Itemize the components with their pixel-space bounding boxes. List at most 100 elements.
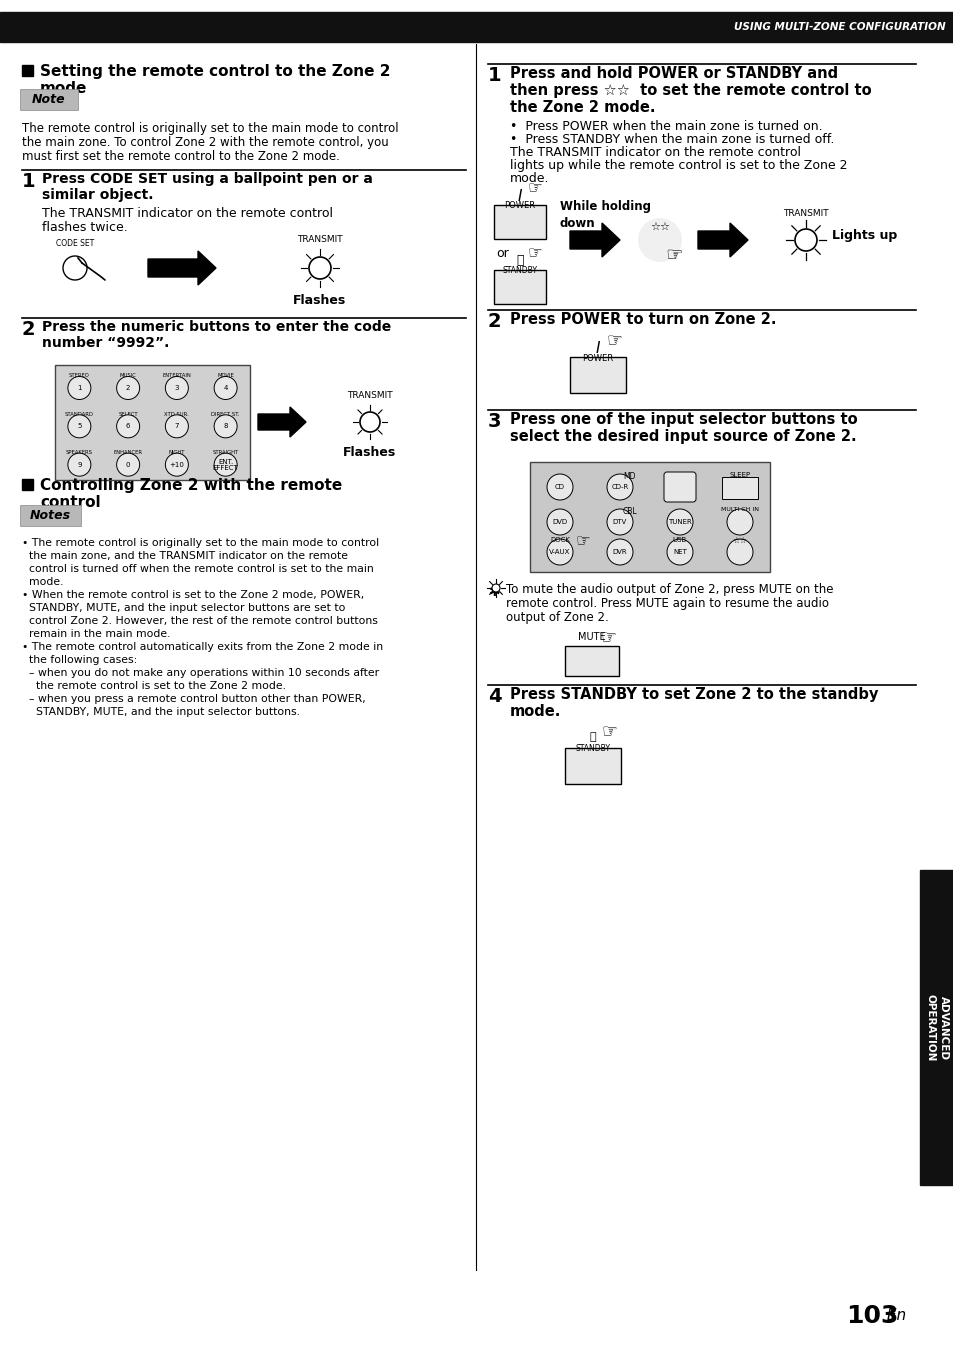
Circle shape: [546, 474, 573, 500]
Text: ✱: ✱: [488, 585, 499, 599]
Text: • The remote control is originally set to the main mode to control: • The remote control is originally set t…: [22, 538, 378, 549]
Circle shape: [666, 539, 692, 565]
Text: Press CODE SET using a ballpoint pen or a: Press CODE SET using a ballpoint pen or …: [42, 173, 373, 186]
Text: ☆☆: ☆☆: [732, 537, 747, 546]
Text: ✱: ✱: [488, 585, 497, 590]
Text: Press the numeric buttons to enter the code: Press the numeric buttons to enter the c…: [42, 319, 391, 334]
FancyBboxPatch shape: [663, 472, 696, 501]
Text: The TRANSMIT indicator on the remote control: The TRANSMIT indicator on the remote con…: [42, 208, 333, 220]
Text: Notes: Notes: [30, 510, 71, 522]
Text: While holding
down: While holding down: [559, 200, 650, 231]
Text: STRAIGHT: STRAIGHT: [213, 450, 238, 454]
Text: •  Press POWER when the main zone is turned on.: • Press POWER when the main zone is turn…: [510, 120, 821, 133]
Text: ☞: ☞: [576, 532, 590, 550]
Text: MOVIE: MOVIE: [217, 373, 233, 379]
Text: STANDBY: STANDBY: [575, 744, 610, 754]
Text: DIRECT ST.: DIRECT ST.: [212, 411, 239, 417]
Text: ☞: ☞: [605, 332, 621, 349]
Text: ☆☆: ☆☆: [649, 222, 669, 232]
Text: control Zone 2. However, the rest of the remote control buttons: control Zone 2. However, the rest of the…: [22, 616, 377, 625]
Bar: [22, 65, 33, 75]
Text: TRANSMIT: TRANSMIT: [297, 235, 342, 244]
Text: TUNER: TUNER: [667, 519, 691, 524]
Text: mode.: mode.: [510, 704, 560, 718]
Text: 2: 2: [126, 386, 131, 391]
Bar: [530, 462, 769, 572]
FancyBboxPatch shape: [20, 89, 78, 111]
Text: Flashes: Flashes: [294, 294, 346, 307]
Polygon shape: [257, 407, 306, 437]
Text: • The remote control automatically exits from the Zone 2 mode in: • The remote control automatically exits…: [22, 642, 383, 652]
Text: •  Press STANDBY when the main zone is turned off.: • Press STANDBY when the main zone is tu…: [510, 133, 834, 146]
Text: DTV: DTV: [612, 519, 626, 524]
Bar: [721, 477, 758, 499]
Circle shape: [165, 453, 188, 476]
Text: +10: +10: [170, 461, 184, 468]
Text: control: control: [40, 495, 100, 510]
Text: ⭘: ⭘: [589, 732, 596, 741]
Text: Controlling Zone 2 with the remote: Controlling Zone 2 with the remote: [40, 479, 342, 493]
Text: 4: 4: [488, 687, 501, 706]
Text: Note: Note: [32, 93, 66, 106]
Text: must first set the remote control to the Zone 2 mode.: must first set the remote control to the…: [22, 150, 339, 163]
Text: similar object.: similar object.: [42, 187, 153, 202]
Text: – when you press a remote control button other than POWER,: – when you press a remote control button…: [22, 694, 365, 704]
Text: The TRANSMIT indicator on the remote control: The TRANSMIT indicator on the remote con…: [510, 146, 801, 159]
Bar: [494, 270, 545, 305]
Text: CD: CD: [555, 484, 564, 491]
Text: 3: 3: [488, 412, 501, 431]
Text: TRANSMIT: TRANSMIT: [347, 391, 393, 400]
Text: Lights up: Lights up: [831, 229, 897, 243]
Text: NIGHT: NIGHT: [169, 450, 185, 454]
Text: remain in the main mode.: remain in the main mode.: [22, 630, 171, 639]
Text: V-AUX: V-AUX: [549, 549, 570, 555]
Text: ☞: ☞: [599, 628, 616, 646]
Text: STANDARD: STANDARD: [65, 411, 93, 417]
Text: MUTE: MUTE: [578, 632, 605, 642]
Text: or: or: [496, 247, 508, 260]
Text: 5: 5: [77, 423, 81, 429]
Text: select the desired input source of Zone 2.: select the desired input source of Zone …: [510, 429, 856, 443]
Circle shape: [165, 376, 188, 399]
Circle shape: [794, 229, 816, 251]
Circle shape: [606, 539, 633, 565]
Text: then press ☆☆  to set the remote control to: then press ☆☆ to set the remote control …: [510, 84, 871, 98]
Text: DOCK: DOCK: [550, 537, 569, 543]
Text: number “9992”.: number “9992”.: [42, 336, 170, 350]
FancyBboxPatch shape: [20, 506, 81, 526]
Text: I: I: [517, 189, 521, 204]
Text: 4: 4: [223, 386, 228, 391]
Polygon shape: [698, 222, 747, 257]
Text: STANDBY, MUTE, and the input selector buttons are set to: STANDBY, MUTE, and the input selector bu…: [22, 603, 345, 613]
Text: Press and hold POWER or STANDBY and: Press and hold POWER or STANDBY and: [510, 66, 838, 81]
Bar: [919, 869, 953, 1185]
Text: ENT.
EFFECT: ENT. EFFECT: [213, 458, 238, 470]
Text: ☞: ☞: [527, 244, 542, 262]
Text: NET: NET: [673, 549, 686, 555]
Text: lights up while the remote control is set to the Zone 2: lights up while the remote control is se…: [510, 159, 846, 173]
Text: mode.: mode.: [510, 173, 549, 185]
Text: the main zone. To control Zone 2 with the remote control, you: the main zone. To control Zone 2 with th…: [22, 136, 388, 150]
Text: ⭘: ⭘: [516, 253, 523, 267]
Text: ☞: ☞: [600, 723, 617, 740]
Bar: [564, 646, 618, 675]
Text: remote control. Press MUTE again to resume the audio: remote control. Press MUTE again to resu…: [505, 597, 828, 611]
Text: Press STANDBY to set Zone 2 to the standby: Press STANDBY to set Zone 2 to the stand…: [510, 687, 878, 702]
Text: CBL: CBL: [622, 507, 637, 516]
Text: 1: 1: [77, 386, 82, 391]
Text: ENHANCER: ENHANCER: [113, 450, 143, 454]
Text: 0: 0: [126, 461, 131, 468]
Text: ADVANCED
OPERATION: ADVANCED OPERATION: [924, 995, 947, 1062]
Text: USING MULTI-ZONE CONFIGURATION: USING MULTI-ZONE CONFIGURATION: [734, 22, 945, 32]
Text: SLEEP: SLEEP: [729, 472, 750, 479]
Circle shape: [213, 453, 237, 476]
Circle shape: [546, 539, 573, 565]
Text: mode: mode: [40, 81, 88, 96]
Bar: [564, 748, 620, 785]
Text: Press POWER to turn on Zone 2.: Press POWER to turn on Zone 2.: [510, 311, 776, 328]
Text: Setting the remote control to the Zone 2: Setting the remote control to the Zone 2: [40, 63, 390, 80]
Bar: [22, 479, 33, 491]
Circle shape: [165, 415, 188, 438]
Text: 6: 6: [126, 423, 131, 429]
Text: 7: 7: [174, 423, 179, 429]
